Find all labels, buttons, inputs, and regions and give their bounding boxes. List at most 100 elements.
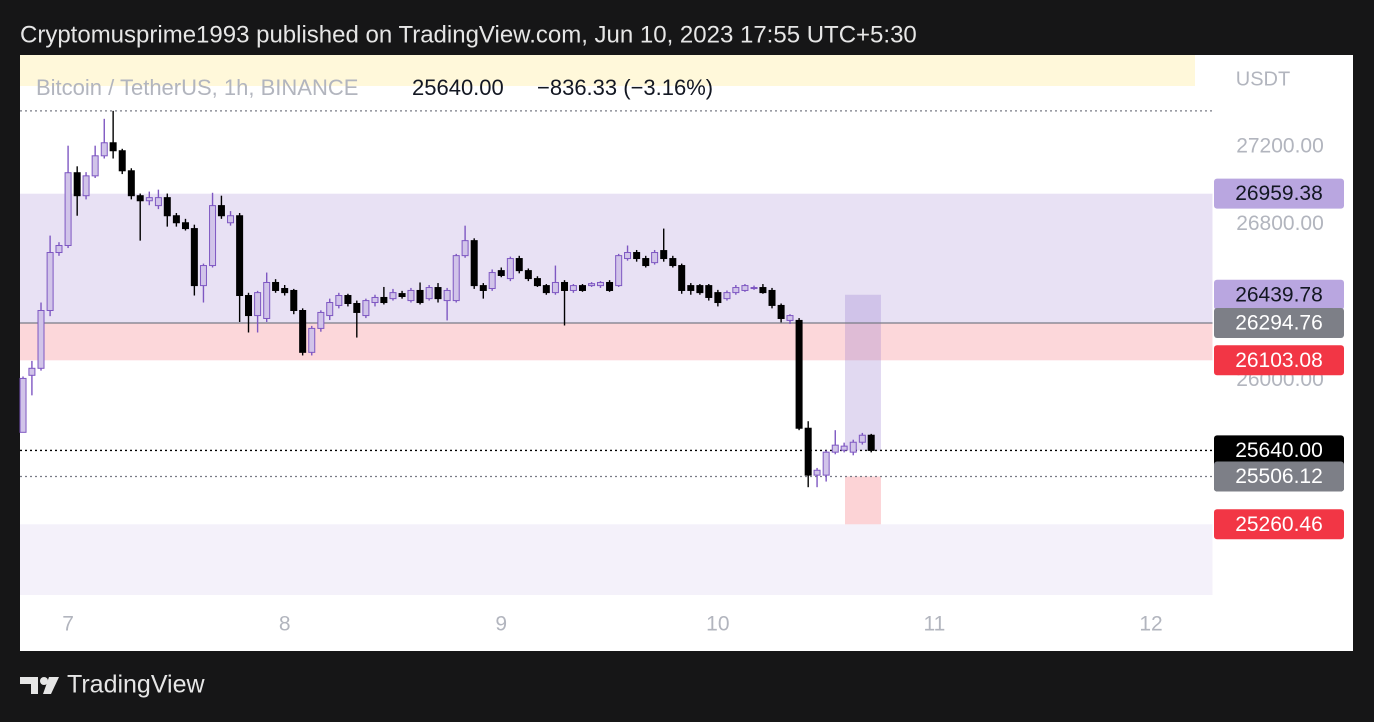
price-label: 26294.76: [1235, 312, 1323, 335]
candle-body: [407, 289, 415, 302]
candle-body: [624, 252, 632, 260]
candle-body: [335, 295, 343, 306]
y-axis-label: USDT: [1236, 68, 1290, 90]
candle-body: [281, 288, 289, 294]
candle-body: [181, 222, 189, 230]
candle-body: [362, 300, 370, 317]
candle-body: [768, 289, 776, 306]
candle-body: [190, 228, 198, 287]
candle-body: [398, 293, 406, 297]
candle-body: [813, 469, 821, 476]
candle-body: [831, 444, 839, 453]
candle-body: [596, 281, 604, 287]
candle-body: [633, 252, 641, 260]
candle-body: [326, 302, 334, 317]
zone: [20, 323, 1213, 361]
price-label: 26103.08: [1235, 349, 1323, 372]
candle-body: [578, 285, 586, 291]
candle-body: [425, 287, 433, 300]
candle-body: [317, 311, 325, 329]
candle-body: [371, 296, 379, 304]
candle-body: [723, 292, 731, 300]
candle-body: [290, 289, 298, 312]
candle-body: [461, 240, 469, 257]
candle-body: [506, 258, 514, 280]
x-tick-label: 7: [62, 613, 74, 636]
candle-body: [470, 240, 478, 287]
candle-body: [82, 175, 90, 197]
legend-band: [20, 55, 1195, 86]
candle-body: [163, 197, 171, 217]
price-label-box: [1214, 509, 1344, 540]
price-label-box: [1214, 345, 1344, 376]
footer-brand: TradingView: [67, 671, 206, 699]
candle-body: [227, 215, 235, 224]
y-tick-label: 27200.00: [1236, 134, 1324, 157]
candle-body: [46, 252, 54, 312]
price-label-box: [1214, 461, 1344, 492]
candle-body: [209, 205, 217, 267]
candle-body: [479, 285, 487, 291]
candle-body: [127, 170, 135, 197]
x-tick-label: 10: [706, 613, 729, 636]
candle-body: [795, 319, 803, 429]
candle-body: [299, 310, 307, 353]
candle-body: [199, 265, 207, 287]
zone: [20, 524, 1213, 595]
candle-body: [786, 315, 794, 321]
candle-body: [118, 150, 126, 172]
candle-body: [497, 270, 505, 276]
candle-body: [822, 451, 830, 476]
candle-body: [344, 295, 352, 304]
candle-body: [569, 285, 577, 291]
candle-body: [37, 310, 45, 369]
candle-body: [109, 142, 117, 152]
candle-body: [154, 197, 162, 207]
chart-panel: [20, 55, 1353, 651]
candle-body: [19, 377, 27, 433]
price-label: 25640.00: [1235, 439, 1323, 462]
candle-body: [858, 434, 866, 443]
candle-body: [759, 287, 767, 294]
candle-body: [217, 205, 225, 217]
candle-body: [91, 155, 99, 177]
candle-body: [100, 142, 108, 157]
candle-body: [714, 292, 722, 304]
plot: [19, 110, 1213, 595]
last-price: 25640.00: [412, 75, 504, 100]
price-label: 25506.12: [1235, 465, 1323, 488]
candle-body: [705, 285, 713, 298]
candle-body: [524, 270, 532, 280]
x-tick-label: 11: [924, 613, 946, 636]
candle-body: [669, 258, 677, 267]
candle-body: [488, 272, 496, 290]
candle-body: [542, 285, 550, 294]
position-box: [845, 476, 881, 525]
candle-body: [416, 289, 424, 304]
candle-body: [272, 281, 280, 291]
candle-body: [434, 287, 442, 300]
candle-body: [687, 285, 695, 291]
candle-body: [651, 252, 659, 264]
candle-body: [308, 327, 316, 353]
candle-body: [642, 258, 650, 267]
price-label-box: [1214, 279, 1344, 310]
price-label: 26959.38: [1235, 182, 1323, 205]
candle-body: [849, 441, 857, 453]
candle-body: [443, 289, 451, 302]
x-tick-label: 12: [1139, 613, 1162, 636]
candle-body: [380, 296, 388, 304]
candle-body: [606, 281, 614, 291]
candle-body: [741, 285, 749, 291]
candle-body: [136, 195, 144, 202]
x-tick-label: 9: [495, 613, 507, 636]
price-label-box: [1214, 178, 1344, 209]
candle-body: [73, 172, 81, 197]
candle-body: [64, 172, 72, 247]
price-change: −836.33 (−3.16%): [537, 75, 713, 100]
candle-body: [867, 434, 875, 451]
candle-body: [561, 281, 569, 291]
candle-body: [678, 265, 686, 291]
candle-body: [254, 292, 262, 317]
